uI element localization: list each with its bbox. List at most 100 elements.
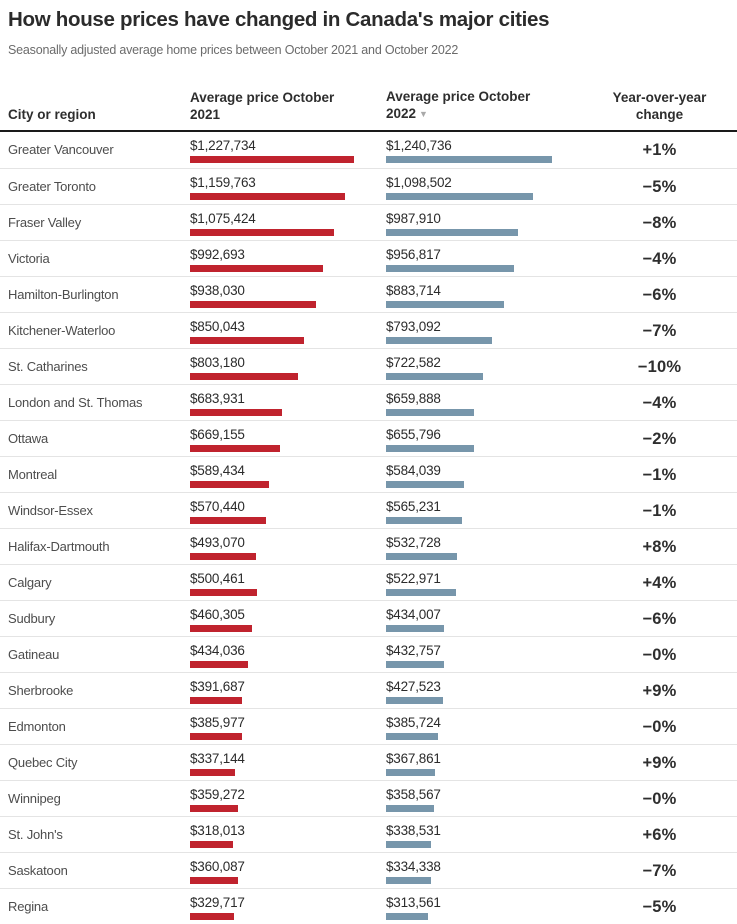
column-header-price-2021-label: Average price October 2021: [190, 90, 335, 122]
column-header-city[interactable]: City or region: [8, 107, 96, 122]
price-2021-bar: [190, 841, 233, 848]
table-row: Victoria $992,693 $956,817 −4%: [0, 240, 737, 276]
price-2021-value: $329,717: [190, 895, 245, 910]
change-value: −4%: [642, 394, 677, 412]
price-2022-cell: $522,971: [386, 565, 582, 600]
city-label: St. Catharines: [8, 359, 88, 374]
table-body: Greater Vancouver $1,227,734 $1,240,736 +1%…: [0, 132, 737, 924]
price-2021-bar: [190, 373, 298, 380]
price-2021-value: $337,144: [190, 751, 245, 766]
price-2022-bar: [386, 156, 552, 163]
price-2021-cell: $803,180: [190, 349, 386, 384]
table-row: Ottawa $669,155 $655,796 −2%: [0, 420, 737, 456]
price-2021-bar: [190, 553, 256, 560]
price-2021-bar: [190, 661, 249, 668]
city-label: Winnipeg: [8, 791, 61, 806]
price-2021-cell: $500,461: [190, 565, 386, 600]
change-value: −10%: [637, 358, 682, 376]
price-2021-bar: [190, 445, 280, 452]
price-2021-value: $460,305: [190, 607, 245, 622]
price-2022-cell: $956,817: [386, 241, 582, 276]
price-2021-cell: $359,272: [190, 781, 386, 816]
city-label: Gatineau: [8, 647, 60, 662]
price-2021-value: $391,687: [190, 679, 245, 694]
price-2022-cell: $584,039: [386, 457, 582, 492]
change-value: −4%: [642, 250, 677, 268]
price-2022-cell: $334,338: [386, 853, 582, 888]
price-2022-cell: $565,231: [386, 493, 582, 528]
price-2021-bar: [190, 301, 316, 308]
city-label: Greater Toronto: [8, 179, 96, 194]
price-2021-cell: $938,030: [190, 277, 386, 312]
price-2021-cell: $992,693: [190, 241, 386, 276]
price-2022-cell: $883,714: [386, 277, 582, 312]
table-row: St. Catharines $803,180 $722,582 −10%: [0, 348, 737, 384]
price-2021-value: $360,087: [190, 859, 245, 874]
change-value: −6%: [642, 286, 677, 304]
table-row: Hamilton-Burlington $938,030 $883,714 −6%: [0, 276, 737, 312]
price-2022-bar: [386, 661, 444, 668]
price-2022-bar: [386, 481, 465, 488]
column-header-price-2022[interactable]: Average price October 2022 ▼: [386, 88, 582, 123]
column-header-change[interactable]: Year-over-year change: [612, 90, 707, 122]
city-label: Saskatoon: [8, 863, 68, 878]
price-2022-cell: $385,724: [386, 709, 582, 744]
table-row: Kitchener-Waterloo $850,043 $793,092 −7%: [0, 312, 737, 348]
city-label: Ottawa: [8, 431, 48, 446]
price-2022-cell: $532,728: [386, 529, 582, 564]
price-2021-bar: [190, 156, 355, 163]
change-value: −8%: [642, 214, 677, 232]
change-value: +4%: [642, 574, 677, 592]
price-2021-bar: [190, 265, 323, 272]
price-2021-cell: $329,717: [190, 889, 386, 924]
city-label: Sudbury: [8, 611, 56, 626]
price-2022-bar: [386, 193, 533, 200]
price-2021-cell: $669,155: [190, 421, 386, 456]
price-2022-value: $432,757: [386, 643, 441, 658]
price-2021-cell: $391,687: [190, 673, 386, 708]
change-value: −0%: [642, 718, 677, 736]
price-2021-value: $500,461: [190, 571, 245, 586]
city-label: Windsor-Essex: [8, 503, 93, 518]
price-2021-cell: $434,036: [190, 637, 386, 672]
price-2022-cell: $432,757: [386, 637, 582, 672]
change-value: −0%: [642, 646, 677, 664]
price-2022-bar: [386, 337, 493, 344]
city-label: St. John's: [8, 827, 63, 842]
price-2021-cell: $337,144: [190, 745, 386, 780]
price-2022-cell: $722,582: [386, 349, 582, 384]
price-2022-value: $367,861: [386, 751, 441, 766]
price-2022-value: $532,728: [386, 535, 441, 550]
change-value: −1%: [642, 466, 677, 484]
price-2022-bar: [386, 265, 514, 272]
sort-descending-icon: ▼: [419, 109, 428, 119]
price-2022-bar: [386, 913, 428, 920]
table-row: Calgary $500,461 $522,971 +4%: [0, 564, 737, 600]
price-2022-bar: [386, 841, 432, 848]
price-2021-value: $570,440: [190, 499, 245, 514]
price-2022-bar: [386, 517, 462, 524]
table-row: Quebec City $337,144 $367,861 +9%: [0, 744, 737, 780]
price-2021-cell: $589,434: [190, 457, 386, 492]
price-2021-bar: [190, 769, 236, 776]
table-header-row: City or region Average price October 202…: [0, 88, 737, 132]
column-header-price-2021[interactable]: Average price October 2021: [190, 89, 386, 123]
price-2022-cell: $313,561: [386, 889, 582, 924]
change-value: +9%: [642, 682, 677, 700]
price-2022-bar: [386, 229, 519, 236]
price-2021-bar: [190, 733, 242, 740]
price-2022-value: $338,531: [386, 823, 441, 838]
price-2022-bar: [386, 805, 434, 812]
price-2021-cell: $570,440: [190, 493, 386, 528]
city-label: Halifax-Dartmouth: [8, 539, 110, 554]
price-2022-value: $722,582: [386, 355, 441, 370]
price-2021-cell: $493,070: [190, 529, 386, 564]
table-row: Greater Vancouver $1,227,734 $1,240,736 +1%: [0, 132, 737, 168]
price-2021-value: $803,180: [190, 355, 245, 370]
price-2022-value: $1,098,502: [386, 175, 452, 190]
city-label: Edmonton: [8, 719, 66, 734]
price-2022-cell: $367,861: [386, 745, 582, 780]
city-label: Montreal: [8, 467, 57, 482]
change-value: +9%: [642, 754, 677, 772]
column-header-price-2022-label: Average price October 2022: [386, 89, 531, 121]
